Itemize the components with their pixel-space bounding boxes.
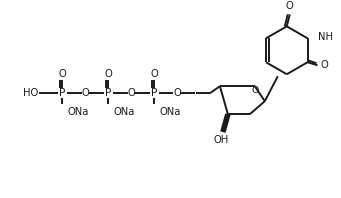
- Text: ONa: ONa: [159, 107, 180, 117]
- Text: NH: NH: [317, 32, 332, 42]
- Text: OH: OH: [213, 135, 228, 145]
- Text: O: O: [104, 69, 112, 79]
- Text: O: O: [150, 69, 158, 79]
- Text: O: O: [58, 69, 66, 79]
- Text: O: O: [321, 60, 328, 70]
- Text: O: O: [251, 86, 258, 95]
- Text: P: P: [151, 88, 157, 98]
- Text: O: O: [286, 1, 294, 11]
- Text: P: P: [105, 88, 111, 98]
- Text: ONa: ONa: [67, 107, 89, 117]
- Text: HO: HO: [23, 88, 38, 98]
- Text: O: O: [81, 88, 89, 98]
- Text: O: O: [127, 88, 135, 98]
- Text: ONa: ONa: [113, 107, 134, 117]
- Text: O: O: [173, 88, 181, 98]
- Text: P: P: [59, 88, 65, 98]
